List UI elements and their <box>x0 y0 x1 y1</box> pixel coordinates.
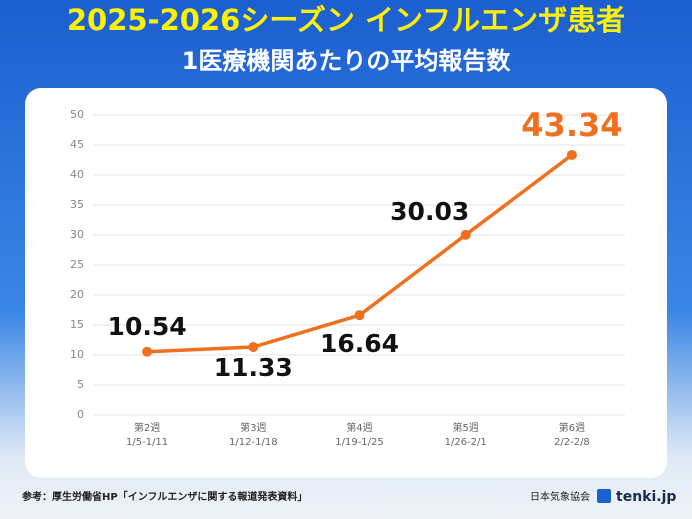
y-tick-label: 30 <box>70 228 84 241</box>
point <box>460 229 471 240</box>
source-note: 参考：厚生労働省HP「インフルエンザに関する報道発表資料」 <box>22 490 307 503</box>
x-tick-label: 第6週 <box>559 421 585 434</box>
panel <box>25 88 667 478</box>
y-tick-label: 0 <box>77 408 84 421</box>
value-label: 16.64 <box>320 329 399 358</box>
value-label: 30.03 <box>390 197 469 226</box>
y-tick-label: 50 <box>70 108 84 121</box>
org-name: 日本気象協会 <box>530 490 590 503</box>
point <box>354 310 365 321</box>
brand-name: tenki.jp <box>616 489 676 505</box>
y-tick-label: 35 <box>70 198 84 211</box>
value-label: 43.34 <box>521 106 622 144</box>
y-tick-label: 20 <box>70 288 84 301</box>
x-tick-label: 第2週 <box>134 421 160 434</box>
y-tick-label: 15 <box>70 318 84 331</box>
y-tick-label: 40 <box>70 168 84 181</box>
x-tick-sublabel: 1/19-1/25 <box>335 437 384 448</box>
value-label: 11.33 <box>214 353 293 382</box>
point <box>142 346 153 357</box>
x-tick-sublabel: 1/12-1/18 <box>229 437 278 448</box>
x-tick-label: 第5週 <box>453 421 479 434</box>
x-tick-label: 第4週 <box>346 421 372 434</box>
x-tick-sublabel: 1/26-2/1 <box>445 437 487 448</box>
value-label: 10.54 <box>108 312 187 341</box>
brand-icon <box>597 489 611 503</box>
chart-subtitle: 1医療機関あたりの平均報告数 <box>182 47 512 75</box>
chart-title: 2025-2026シーズン インフルエンザ患者 <box>67 3 625 37</box>
point <box>248 342 259 353</box>
x-tick-sublabel: 2/2-2/8 <box>554 437 590 448</box>
y-tick-label: 25 <box>70 258 84 271</box>
y-tick-label: 10 <box>70 348 84 361</box>
x-tick-label: 第3週 <box>240 421 266 434</box>
point <box>566 149 577 160</box>
x-tick-sublabel: 1/5-1/11 <box>126 437 168 448</box>
y-tick-label: 45 <box>70 138 84 151</box>
y-tick-label: 5 <box>77 378 84 391</box>
